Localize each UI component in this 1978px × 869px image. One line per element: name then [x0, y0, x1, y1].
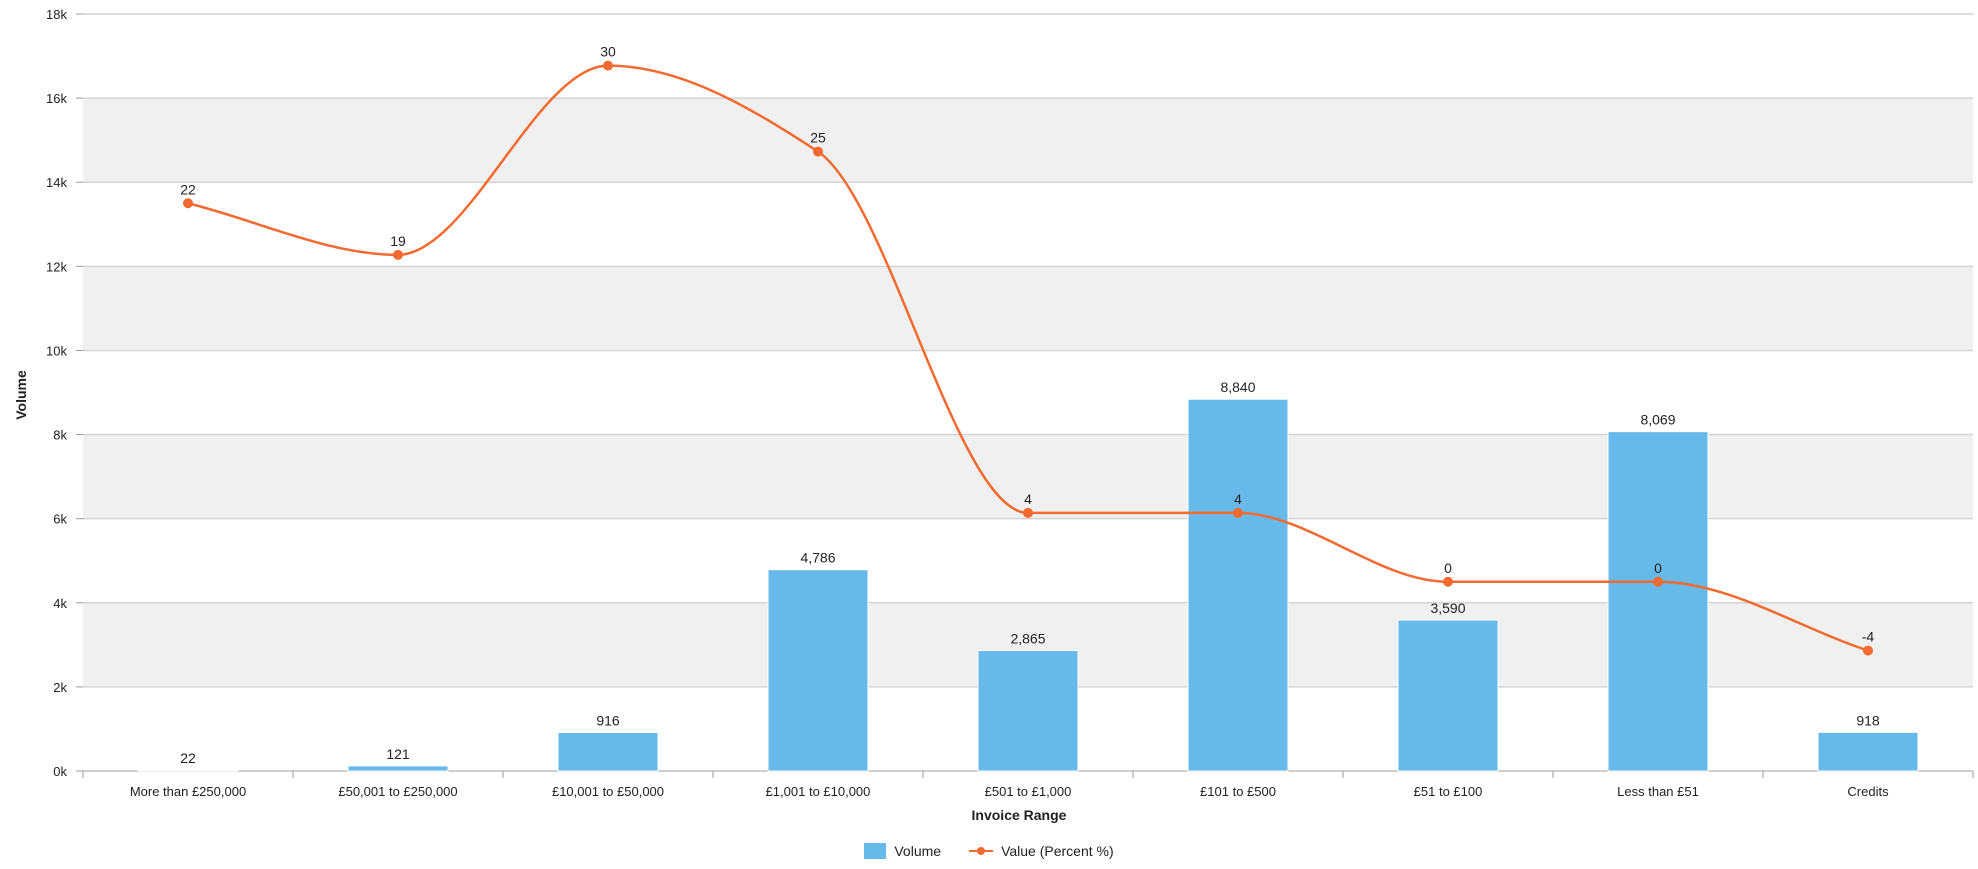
- volume-bar-label: 916: [596, 712, 620, 728]
- value-percent-point: [603, 60, 613, 71]
- volume-bar-label: 121: [386, 746, 410, 762]
- volume-bar: [347, 765, 449, 772]
- y-tick-label: 4k: [53, 596, 67, 611]
- grid-band: [83, 266, 1973, 351]
- combo-chart: 0k 2k 4k 6k 8k 10k 12k 14k 16k 18k 22 121 916 4,786 2…: [13, 7, 1974, 823]
- volume-bar: [977, 650, 1079, 772]
- value-percent-label: 22: [180, 181, 196, 197]
- value-percent-label: 30: [600, 44, 616, 60]
- value-percent-label: 4: [1234, 491, 1242, 507]
- value-percent-label: -4: [1862, 629, 1875, 645]
- value-percent-point: [1023, 507, 1033, 518]
- x-tick-label: £10,001 to £50,000: [552, 784, 664, 799]
- volume-bar-label: 8,840: [1220, 379, 1255, 395]
- x-axis-title: Invoice Range: [972, 807, 1067, 823]
- volume-bar-label: 8,069: [1640, 412, 1675, 428]
- volume-bar: [557, 731, 659, 772]
- value-percent-swatch: [969, 843, 994, 859]
- value-percent-label: 4: [1024, 491, 1032, 507]
- x-tick-label: £1,001 to £10,000: [766, 784, 871, 799]
- grid-band: [83, 98, 1973, 183]
- y-tick-label: 18k: [46, 7, 67, 22]
- legend-item-volume[interactable]: Volume: [864, 843, 941, 859]
- volume-bar-label: 3,590: [1430, 600, 1465, 616]
- volume-swatch: [864, 843, 887, 859]
- volume-bar: [767, 569, 869, 772]
- value-percent-point: [813, 146, 823, 157]
- volume-bar: [1817, 731, 1919, 772]
- y-tick-label: 8k: [53, 428, 67, 443]
- x-tick-label: £50,001 to £250,000: [338, 784, 457, 799]
- x-tick-label: £501 to £1,000: [985, 784, 1072, 799]
- y-tick-label: 14k: [46, 175, 67, 190]
- value-percent-label: 0: [1654, 560, 1662, 576]
- volume-bar: [1397, 619, 1499, 772]
- y-tick-label: 12k: [46, 259, 67, 274]
- volume-bar: [1607, 431, 1709, 772]
- value-percent-label: 25: [810, 130, 826, 146]
- value-percent-line: [187, 64, 1869, 652]
- y-tick-label: 6k: [53, 512, 67, 527]
- value-percent-label: 0: [1444, 560, 1452, 576]
- volume-bar-label: 22: [180, 750, 196, 766]
- value-percent-point: [393, 249, 403, 260]
- volume-bar: [1187, 398, 1289, 772]
- y-tick-label: 10k: [46, 343, 67, 358]
- value-percent-point: [1863, 645, 1873, 656]
- x-tick-label: £51 to £100: [1414, 784, 1483, 799]
- y-tick-label: 16k: [46, 91, 67, 106]
- value-percent-label: 19: [390, 233, 406, 249]
- x-tick-label: More than £250,000: [130, 784, 246, 799]
- legend-label-value-percent: Value (Percent %): [1001, 843, 1114, 859]
- legend-label-volume: Volume: [894, 843, 942, 859]
- x-tick-label: Credits: [1847, 784, 1889, 799]
- y-tick-label: 0k: [53, 764, 67, 779]
- x-tick-label: £101 to £500: [1200, 784, 1276, 799]
- y-axis-title: Volume: [13, 370, 29, 420]
- legend-item-value-percent[interactable]: Value (Percent %): [969, 843, 1114, 859]
- value-percent-point: [183, 198, 193, 209]
- legend: Volume Value (Percent %): [0, 843, 1978, 859]
- volume-bar-label: 2,865: [1010, 631, 1045, 647]
- x-tick-label: Less than £51: [1617, 784, 1699, 799]
- y-tick-label: 2k: [53, 680, 67, 695]
- value-percent-point: [1443, 576, 1453, 587]
- value-percent-point: [1233, 507, 1243, 518]
- value-percent-point: [1653, 576, 1663, 587]
- volume-bar-label: 4,786: [800, 550, 835, 566]
- volume-bar-label: 918: [1856, 712, 1880, 728]
- volume-bar: [137, 769, 239, 772]
